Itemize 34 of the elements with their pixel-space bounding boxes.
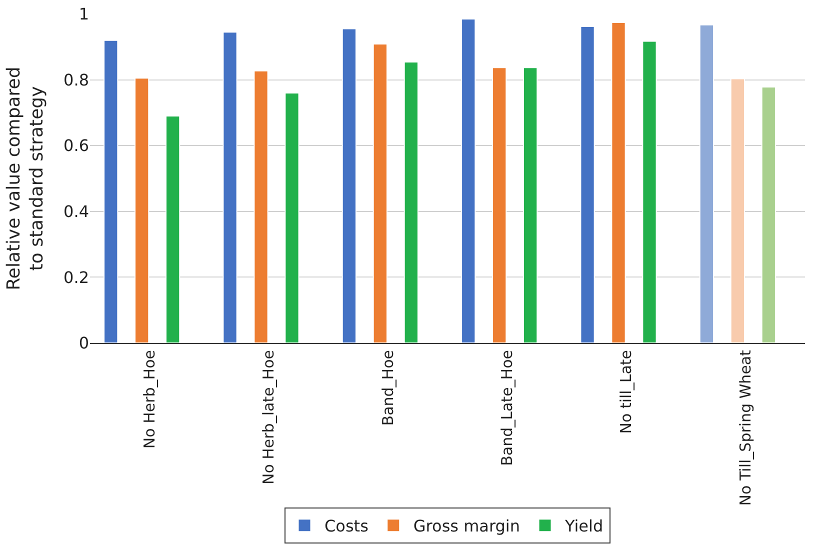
x-tick-label: No Herb_late_Hoe <box>260 350 278 485</box>
legend-label: Yield <box>564 516 604 536</box>
bar <box>166 115 180 343</box>
x-tick-label: No Herb_Hoe <box>140 350 158 449</box>
x-tick-label: Band_Late_Hoe <box>498 350 516 466</box>
bar <box>284 92 300 343</box>
bar <box>222 32 238 343</box>
bar <box>611 22 626 343</box>
x-tick-label: Band_Hoe <box>378 350 397 426</box>
bar <box>761 86 776 343</box>
bar <box>730 78 745 343</box>
bar <box>372 43 388 343</box>
bar <box>104 40 118 343</box>
x-tick-label: No till_Late <box>617 350 636 434</box>
bar <box>580 26 595 343</box>
bar <box>342 28 356 343</box>
bar <box>254 70 268 343</box>
bar <box>404 62 418 343</box>
bar <box>699 24 714 343</box>
bar <box>642 40 657 343</box>
bar <box>492 67 507 343</box>
bar <box>134 78 150 343</box>
x-tick-label: No Till_Spring Wheat <box>736 350 754 506</box>
legend-label: Gross margin <box>413 516 520 536</box>
y-tick-label: 0 <box>78 334 89 353</box>
bar <box>461 18 476 343</box>
y-tick-label: 1 <box>78 4 89 24</box>
y-tick-label: 0.4 <box>64 202 89 221</box>
bar <box>523 67 538 343</box>
y-tick-label: 0.2 <box>64 268 89 287</box>
y-axis-title: Relative value compared to standard strategy <box>3 66 48 290</box>
y-tick-label: 0.6 <box>64 136 89 156</box>
legend-label: Costs <box>324 516 368 536</box>
y-tick-label: 0.8 <box>64 70 89 90</box>
